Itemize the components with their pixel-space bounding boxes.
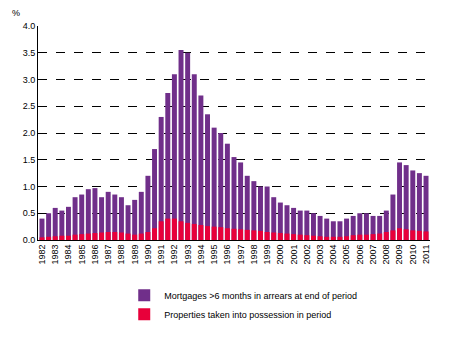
svg-text:2002: 2002 (302, 245, 312, 265)
svg-text:4.0: 4.0 (23, 21, 36, 31)
svg-text:1989: 1989 (130, 245, 140, 265)
svg-text:1998: 1998 (249, 245, 259, 265)
svg-text:2006: 2006 (355, 245, 365, 265)
svg-text:2010: 2010 (408, 245, 418, 265)
svg-text:2007: 2007 (368, 245, 378, 265)
svg-text:1985: 1985 (77, 245, 87, 265)
svg-text:1992: 1992 (169, 245, 179, 265)
svg-text:1984: 1984 (63, 245, 73, 265)
svg-text:1995: 1995 (209, 245, 219, 265)
svg-text:1983: 1983 (50, 245, 60, 265)
svg-text:1.5: 1.5 (23, 155, 36, 165)
svg-text:2011: 2011 (421, 245, 431, 264)
svg-text:2005: 2005 (341, 245, 351, 265)
svg-text:1996: 1996 (222, 245, 232, 265)
svg-text:2009: 2009 (394, 245, 404, 265)
svg-text:2.0: 2.0 (23, 128, 36, 138)
svg-text:Properties taken into possessi: Properties taken into possession in peri… (164, 310, 331, 320)
svg-text:0.0: 0.0 (23, 235, 36, 245)
svg-text:0.5: 0.5 (23, 208, 36, 218)
svg-text:1982: 1982 (37, 245, 47, 265)
svg-text:1987: 1987 (103, 245, 113, 265)
svg-text:1988: 1988 (116, 245, 126, 265)
svg-text:1999: 1999 (262, 245, 272, 265)
svg-text:1990: 1990 (143, 245, 153, 265)
svg-text:2004: 2004 (328, 245, 338, 265)
svg-text:1986: 1986 (90, 245, 100, 265)
svg-text:2001: 2001 (289, 245, 299, 265)
svg-text:3.5: 3.5 (23, 48, 36, 58)
svg-text:Mortgages >6 months in arrears: Mortgages >6 months in arrears at end of… (164, 291, 357, 301)
svg-text:1993: 1993 (183, 245, 193, 265)
svg-text:1994: 1994 (196, 245, 206, 265)
svg-text:3.0: 3.0 (23, 75, 36, 85)
svg-text:2.5: 2.5 (23, 101, 36, 111)
svg-text:1997: 1997 (236, 245, 246, 265)
svg-text:2008: 2008 (381, 245, 391, 265)
svg-text:1991: 1991 (156, 245, 166, 265)
svg-text:%: % (12, 8, 20, 18)
svg-text:2000: 2000 (275, 245, 285, 265)
svg-text:2003: 2003 (315, 245, 325, 265)
svg-text:1.0: 1.0 (23, 182, 36, 192)
